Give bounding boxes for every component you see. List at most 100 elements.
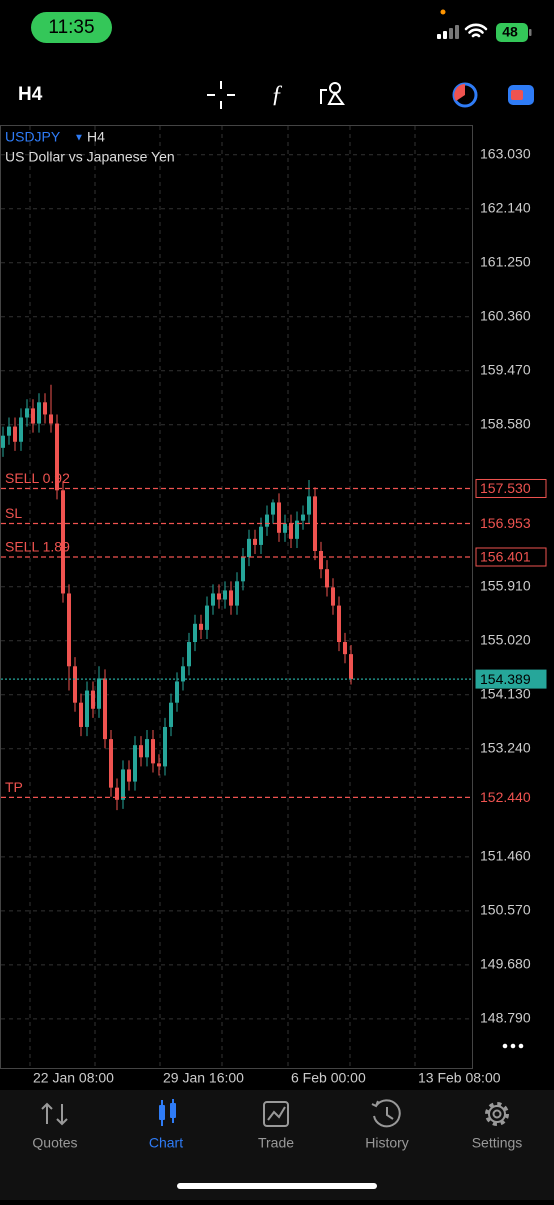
y-tick-label: 149.680	[480, 956, 531, 972]
quotes-icon[interactable]	[41, 1102, 68, 1126]
home-indicator	[177, 1183, 377, 1189]
candle-body	[295, 520, 299, 539]
y-tick-label: 160.360	[480, 307, 531, 323]
candle-body	[145, 739, 149, 758]
y-tick-label: 158.580	[480, 415, 531, 431]
battery-level: 48	[502, 24, 518, 40]
candle-body	[247, 538, 251, 558]
candle-body	[235, 581, 239, 606]
candle-body	[115, 787, 119, 800]
candle-body	[163, 726, 167, 767]
candle-body	[259, 526, 263, 545]
timeframe-button[interactable]: H4	[18, 84, 43, 105]
level-box	[475, 478, 547, 498]
battery	[496, 23, 528, 42]
level-bg	[476, 514, 546, 533]
one-click-icon[interactable]	[452, 82, 478, 108]
tab-label[interactable]: Quotes	[32, 1135, 77, 1151]
wifi-icon	[464, 23, 488, 38]
tab-label[interactable]: Trade	[258, 1135, 294, 1151]
tab-label[interactable]: Chart	[149, 1135, 183, 1151]
y-tick-label: 159.470	[480, 361, 531, 377]
y-tick-label: 154.130	[480, 686, 531, 702]
crosshair-icon[interactable]	[207, 81, 235, 109]
candle-body	[43, 402, 47, 415]
candle-body	[1, 435, 5, 448]
level-price: 156.953	[480, 515, 531, 531]
settings-icon[interactable]	[485, 1102, 509, 1126]
candle-body	[223, 590, 227, 600]
y-tick-label: 153.240	[480, 740, 531, 756]
candle-body	[169, 702, 173, 727]
candle-body	[193, 623, 197, 643]
objects-icon[interactable]	[320, 82, 345, 105]
y-tick-label: 155.020	[480, 632, 531, 648]
x-tick-label: 22 Jan 08:00	[33, 1070, 114, 1086]
chart-icon[interactable]	[159, 1099, 176, 1126]
candle-body	[337, 605, 341, 643]
candle-body	[37, 402, 41, 424]
candle-body	[25, 408, 29, 418]
candle-body	[265, 514, 269, 527]
time-pill	[31, 12, 112, 43]
candle-body	[121, 769, 125, 800]
candle-body	[13, 426, 17, 442]
candle-body	[7, 426, 11, 436]
candle-body	[79, 702, 83, 727]
level-name: SELL 0.92	[5, 470, 70, 486]
candle-body	[187, 642, 191, 667]
indicators-icon[interactable]: ƒ	[271, 82, 283, 108]
privacy-dot	[440, 9, 446, 15]
candle-body	[67, 593, 71, 667]
symbol[interactable]: USDJPY	[5, 129, 61, 145]
tab-label[interactable]: History	[365, 1135, 409, 1151]
candle-body	[19, 417, 23, 442]
candle-body	[151, 739, 155, 764]
candle-body	[73, 666, 77, 703]
more-icon[interactable]	[502, 1043, 524, 1049]
candle-body	[49, 414, 53, 424]
candle-body	[217, 593, 221, 600]
y-tick-label: 161.250	[480, 253, 531, 269]
chart-frame	[0, 125, 473, 1069]
candle-body	[253, 538, 257, 545]
candle-body	[325, 569, 329, 588]
tab-labels: Quotes Chart Trade History Settings	[32, 1135, 522, 1151]
candle-body	[181, 666, 185, 682]
y-tick-label: 162.140	[480, 199, 531, 215]
candle-body	[277, 502, 281, 533]
candle-body	[175, 681, 179, 703]
y-tick-label: 151.460	[480, 848, 531, 864]
level-box	[475, 547, 547, 567]
candle-body	[133, 745, 137, 782]
y-tick-label: 155.910	[480, 577, 531, 593]
candle-body	[85, 690, 89, 727]
candle-body	[283, 523, 287, 533]
candle-body	[97, 678, 101, 709]
symbol-dropdown[interactable]: ▼	[74, 133, 84, 144]
candle-body	[205, 605, 209, 630]
level-name: TP	[5, 779, 23, 795]
candle-body	[241, 557, 245, 582]
candle-body	[55, 423, 59, 491]
trade-tab-icon[interactable]	[263, 1101, 289, 1127]
x-tick-label: 29 Jan 16:00	[163, 1070, 244, 1086]
candle-body	[319, 550, 323, 570]
level-price: 152.440	[480, 789, 531, 805]
x-tick-label: 13 Feb 08:00	[418, 1070, 501, 1086]
candle-body	[307, 496, 311, 515]
candle-body	[301, 514, 305, 521]
tab-label[interactable]: Settings	[472, 1135, 523, 1151]
y-tick-label: 150.570	[480, 902, 531, 918]
candle-body	[211, 593, 215, 606]
history-icon[interactable]	[371, 1099, 401, 1128]
tab-bar	[0, 1090, 554, 1200]
candle-body	[61, 490, 65, 594]
candle-body	[331, 587, 335, 606]
candle-body	[157, 763, 161, 767]
candle-body	[199, 623, 203, 630]
trade-icon[interactable]	[508, 85, 534, 105]
status-time: 11:35	[48, 17, 94, 38]
